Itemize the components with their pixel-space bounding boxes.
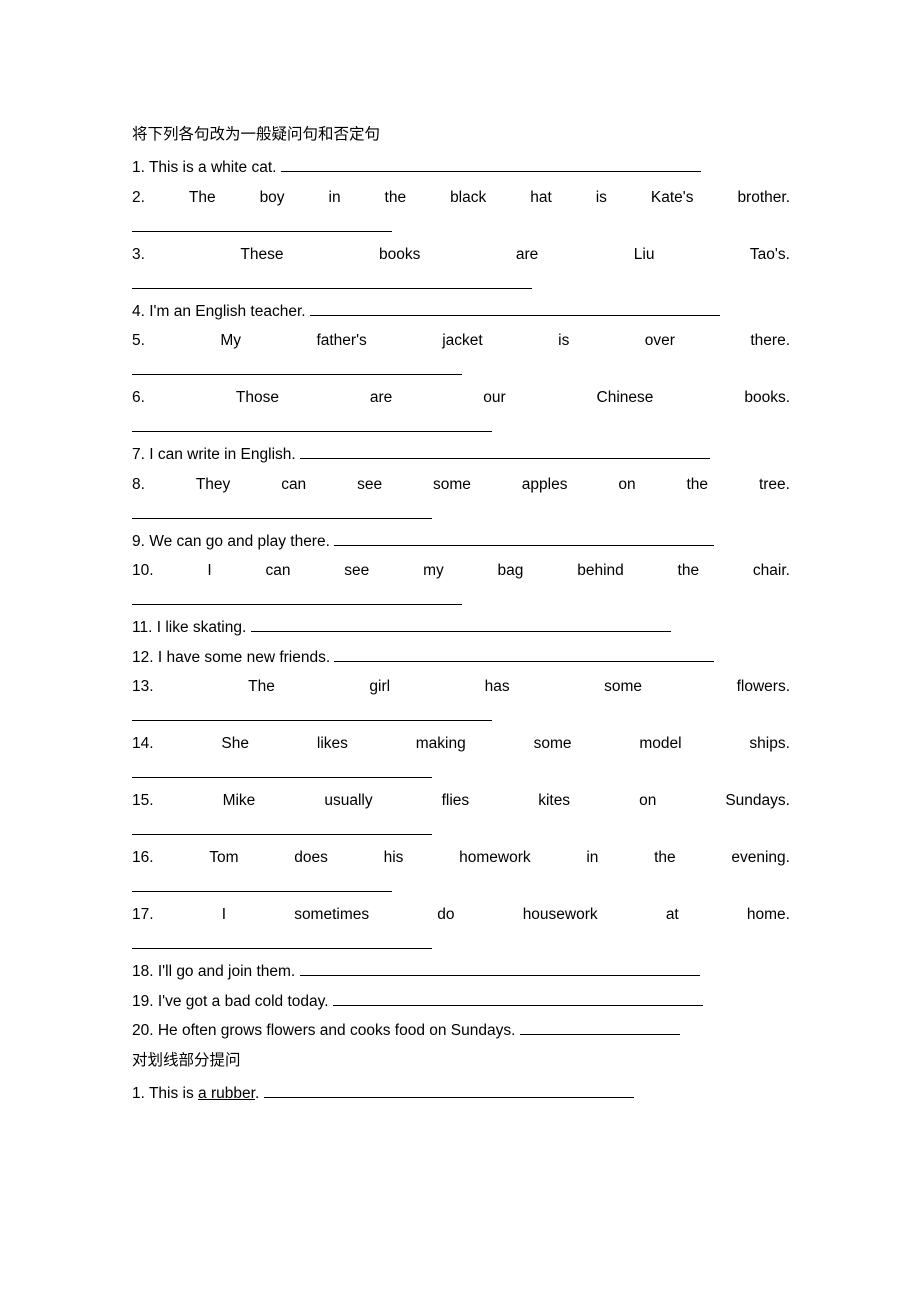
question-9-text: 9. We can go and play there.	[132, 533, 334, 550]
question-19-text: 19. I've got a bad cold today.	[132, 993, 333, 1010]
p2q1-post: .	[255, 1085, 264, 1102]
question-15: 15. Mike usually flies kites on Sundays.	[132, 786, 790, 815]
question-1-text: 1. This is a white cat.	[132, 159, 281, 176]
blank-line	[132, 816, 432, 836]
question-13: 13. The girl has some flowers.	[132, 672, 790, 701]
p2q1-underlined: a rubber	[198, 1085, 255, 1102]
question-18: 18. I'll go and join them.	[132, 957, 790, 986]
question-14: 14. She likes making some model ships.	[132, 729, 790, 758]
blank-line	[132, 212, 392, 232]
blank-line	[132, 930, 432, 950]
question-10: 10. I can see my bag behind the chair.	[132, 556, 790, 585]
worksheet-page: 将下列各句改为一般疑问句和否定句 1. This is a white cat.…	[0, 0, 920, 1149]
blank-line	[281, 157, 701, 173]
question-20-text: 20. He often grows flowers and cooks foo…	[132, 1022, 520, 1039]
section-heading-2: 对划线部分提问	[132, 1046, 790, 1075]
blank-line	[132, 759, 432, 779]
blank-line	[333, 990, 703, 1006]
question-3: 3. These books are Liu Tao's.	[132, 240, 790, 269]
blank-line	[132, 702, 492, 722]
question-11-text: 11. I like skating.	[132, 619, 251, 636]
question-18-text: 18. I'll go and join them.	[132, 963, 300, 980]
blank-line	[310, 300, 720, 316]
question-16: 16. Tom does his homework in the evening…	[132, 843, 790, 872]
question-20: 20. He often grows flowers and cooks foo…	[132, 1016, 790, 1045]
question-11: 11. I like skating.	[132, 613, 790, 642]
blank-line	[300, 961, 700, 977]
blank-line	[520, 1020, 680, 1036]
question-17: 17. I sometimes do housework at home.	[132, 900, 790, 929]
blank-line	[132, 873, 392, 893]
question-8: 8. They can see some apples on the tree.	[132, 470, 790, 499]
blank-line	[132, 499, 432, 519]
blank-line	[334, 530, 714, 546]
blank-line	[264, 1082, 634, 1098]
question-2: 2. The boy in the black hat is Kate's br…	[132, 183, 790, 212]
blank-line	[132, 356, 462, 376]
question-19: 19. I've got a bad cold today.	[132, 987, 790, 1016]
question-6: 6. Those are our Chinese books.	[132, 383, 790, 412]
question-12: 12. I have some new friends.	[132, 643, 790, 672]
p2q1-pre: 1. This is	[132, 1085, 198, 1102]
question-12-text: 12. I have some new friends.	[132, 649, 334, 666]
blank-line	[251, 617, 671, 633]
question-4-text: 4. I'm an English teacher.	[132, 303, 310, 320]
blank-line	[334, 646, 714, 662]
question-7-text: 7. I can write in English.	[132, 446, 300, 463]
blank-line	[132, 413, 492, 433]
section-heading-1: 将下列各句改为一般疑问句和否定句	[132, 120, 790, 149]
question-7: 7. I can write in English.	[132, 440, 790, 469]
question-1: 1. This is a white cat.	[132, 153, 790, 182]
blank-line	[132, 586, 462, 606]
question-5: 5. My father's jacket is over there.	[132, 326, 790, 355]
part2-question-1: 1. This is a rubber.	[132, 1079, 790, 1108]
question-4: 4. I'm an English teacher.	[132, 297, 790, 326]
question-9: 9. We can go and play there.	[132, 527, 790, 556]
blank-line	[132, 269, 532, 289]
blank-line	[300, 444, 710, 460]
